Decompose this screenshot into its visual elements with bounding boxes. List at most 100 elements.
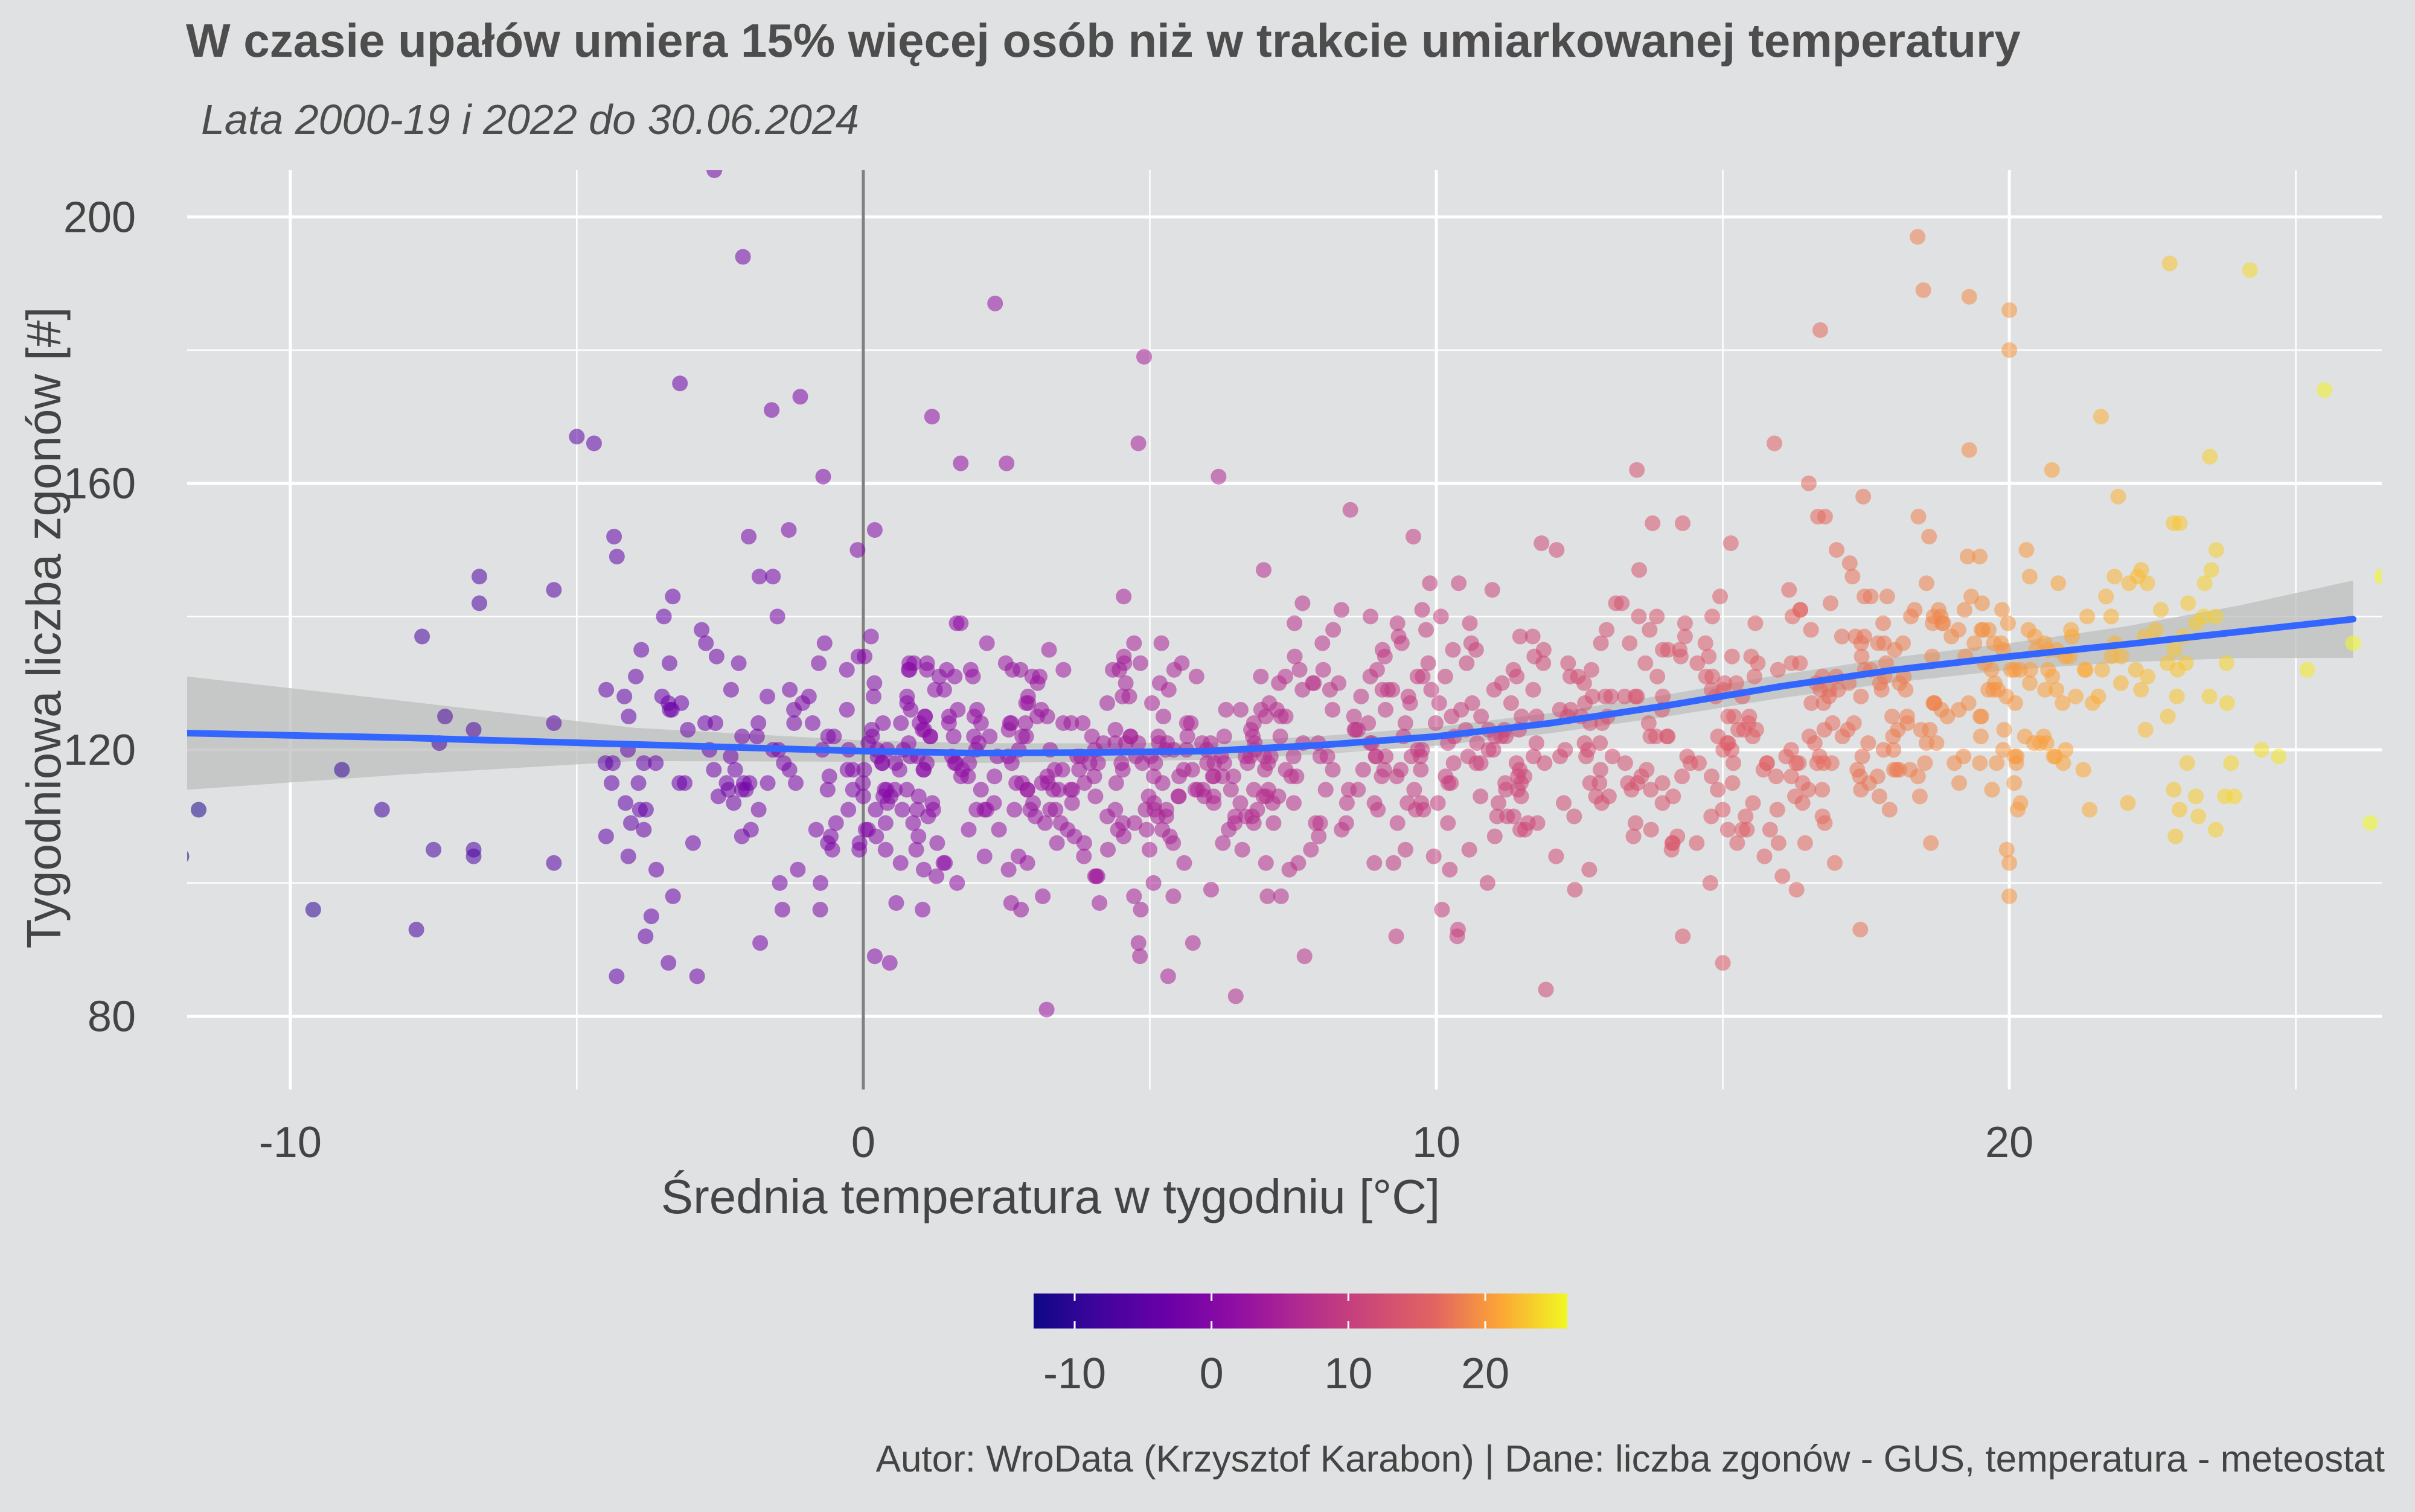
scatter-point (1380, 681, 1396, 698)
scatter-point (1697, 635, 1713, 651)
scatter-point (804, 715, 820, 731)
scatter-point (905, 815, 921, 831)
scatter-point (1442, 861, 1458, 878)
scatter-point (1614, 595, 1630, 611)
scatter-point (2075, 762, 2091, 778)
grid-minor (187, 170, 2382, 1089)
scatter-point (1121, 688, 1137, 704)
scatter-point (2345, 635, 2361, 651)
scatter-point (950, 701, 966, 718)
scatter-point (953, 768, 969, 785)
scatter-point (2050, 575, 2067, 592)
scatter-point (1433, 608, 1449, 625)
scatter-point (2009, 748, 2025, 765)
scatter-point (987, 768, 1003, 785)
scatter-point (1642, 622, 1658, 638)
scatter-point (945, 729, 962, 745)
scatter-point (875, 788, 891, 805)
scatter-point (1581, 861, 1598, 878)
scatter-point (2044, 668, 2061, 684)
scatter-point (976, 802, 993, 818)
scatter-point (1431, 695, 1447, 711)
scatter-point (2037, 681, 2053, 698)
scatter-point (1517, 821, 1533, 838)
scatter-point (1762, 821, 1778, 838)
chart-subtitle: Lata 2000-19 i 2022 do 30.06.2024 (201, 96, 859, 143)
scatter-point (1107, 722, 1124, 738)
scatter-point (1642, 729, 1659, 745)
scatter-point (919, 655, 935, 671)
scatter-point (1622, 635, 1638, 651)
scatter-point (1400, 688, 1416, 704)
scatter-point (1490, 795, 1506, 811)
scatter-point (781, 522, 797, 538)
scatter-point (1099, 808, 1116, 825)
scatter-point (2103, 608, 2119, 625)
scatter-point (1315, 662, 1331, 678)
scatter-point (1234, 841, 1250, 858)
scatter-point (1081, 755, 1098, 771)
scatter-point (1034, 775, 1050, 791)
scatter-point (1126, 635, 1142, 651)
x-tick-labels: -10 0 10 20 (259, 1118, 2033, 1167)
scatter-point (1498, 782, 1514, 798)
scatter-point (1726, 755, 1741, 771)
scatter-point (2001, 855, 2018, 871)
scatter-point (672, 375, 688, 392)
scatter-point (1803, 695, 1820, 711)
scatter-point (973, 782, 989, 798)
scatter-point (1548, 848, 1564, 864)
scatter-point (1593, 635, 1609, 651)
scatter-point (840, 802, 857, 818)
scatter-point (1797, 835, 1813, 851)
scatter-point (2196, 575, 2213, 592)
scatter-point (901, 655, 918, 671)
scatter-point (2362, 815, 2378, 831)
scatter-point (1003, 715, 1019, 731)
scatter-point (187, 850, 190, 862)
scatter-point (1010, 848, 1026, 864)
scatter-point (1032, 668, 1048, 684)
scatter-point (1346, 709, 1362, 724)
scatter-point (1264, 795, 1281, 811)
scatter-point (999, 455, 1015, 471)
scatter-point (1064, 782, 1081, 798)
scatter-point (1675, 515, 1690, 531)
scatter-point (910, 828, 927, 844)
scatter-point (1285, 748, 1302, 765)
scatter-point (1160, 681, 1177, 698)
scatter-point (851, 835, 868, 851)
scatter-point (680, 722, 696, 738)
scatter-point (1366, 795, 1383, 811)
scatter-point (1660, 642, 1676, 658)
scatter-point (734, 729, 750, 745)
colorbar-tick-label: 0 (1200, 1350, 1224, 1398)
scatter-point (636, 821, 652, 838)
scatter-point (706, 170, 723, 178)
y-tick-labels: 80 120 160 200 (63, 193, 136, 1041)
scatter-point (1294, 681, 1311, 698)
scatter-point (1100, 841, 1116, 858)
scatter-point (1857, 589, 1872, 605)
scatter-point (1803, 622, 1819, 638)
scatter-point (1910, 768, 1926, 785)
scatter-point (1130, 935, 1147, 951)
scatter-point (1227, 988, 1244, 1004)
scatter-point (2001, 342, 2018, 358)
smooth-trend-line (187, 616, 2356, 757)
scatter-point (1393, 635, 1410, 651)
scatter-point (1729, 835, 1745, 851)
scatter-point (1463, 635, 1479, 651)
scatter-point (839, 762, 856, 778)
scatter-point (1303, 841, 1319, 858)
scatter-point (973, 715, 989, 731)
scatter-point (801, 688, 817, 704)
scatter-point (1637, 655, 1654, 671)
scatter-point (1076, 848, 1092, 864)
scatter-point (1822, 595, 1838, 611)
scatter-point (1388, 928, 1404, 945)
scatter-point (1980, 681, 1997, 698)
scatter-point (1132, 655, 1148, 671)
scatter-point (1245, 729, 1261, 745)
scatter-point (816, 635, 833, 651)
